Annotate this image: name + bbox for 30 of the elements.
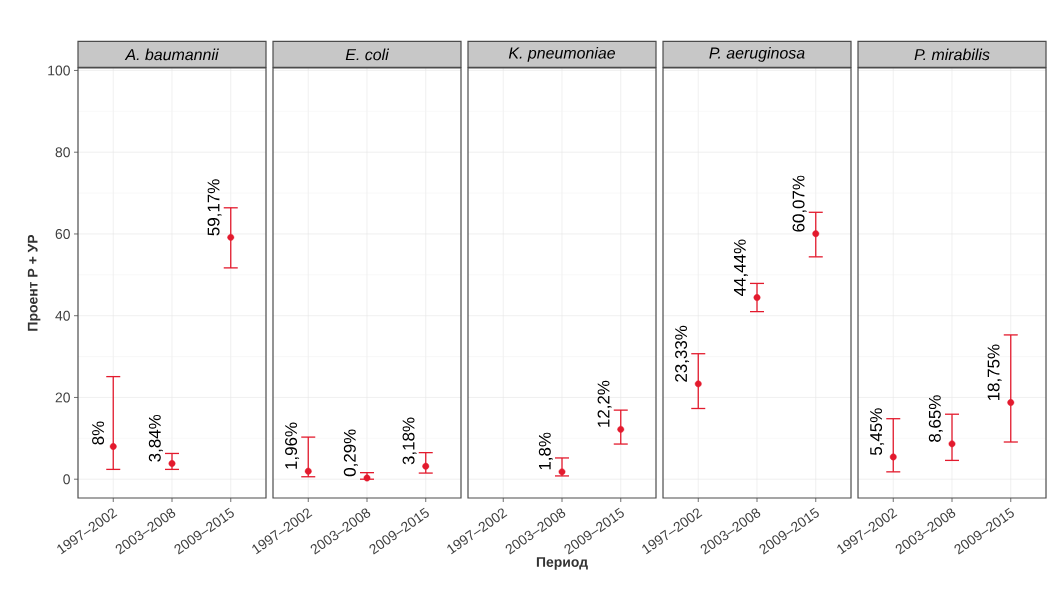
chart-title: E. coli	[345, 48, 390, 61]
data-label: 5,45%	[870, 408, 885, 456]
data-label: 12,2%	[597, 380, 612, 427]
data-label: 3,84%	[148, 414, 163, 462]
y-tick-label: 60	[55, 229, 70, 239]
data-label: 1,96%	[285, 422, 300, 469]
data-label: 3,18%	[402, 417, 417, 465]
data-label: 44,44%	[733, 239, 748, 296]
chart-title: K. pneumoniae	[508, 46, 615, 62]
y-tick-label: 80	[55, 147, 70, 158]
chart-title: P. mirabilis	[914, 48, 990, 61]
data-label: 60,07%	[792, 175, 807, 232]
point	[227, 233, 235, 241]
y-axis-title: Проент Р + УР	[27, 234, 41, 331]
data-label: 0,29%	[343, 429, 358, 477]
y-tick-label: 40	[55, 310, 70, 321]
data-label: 59,17%	[207, 179, 222, 236]
y-tick-label: 0	[63, 474, 70, 485]
chart-title: P. aeruginosa	[709, 46, 805, 62]
data-label: 1,8%	[538, 432, 553, 470]
data-label: 8,65%	[928, 395, 943, 442]
data-label: 8%	[92, 421, 105, 445]
point	[168, 460, 176, 467]
y-tick-label: 100	[48, 65, 70, 76]
x-axis-title: Период	[536, 557, 588, 570]
data-label: 18,75%	[987, 344, 1002, 401]
y-tick-label: 20	[55, 392, 70, 403]
point	[109, 443, 117, 450]
data-label: 23,33%	[675, 325, 690, 382]
chart-title: A. baumannii	[124, 48, 219, 61]
